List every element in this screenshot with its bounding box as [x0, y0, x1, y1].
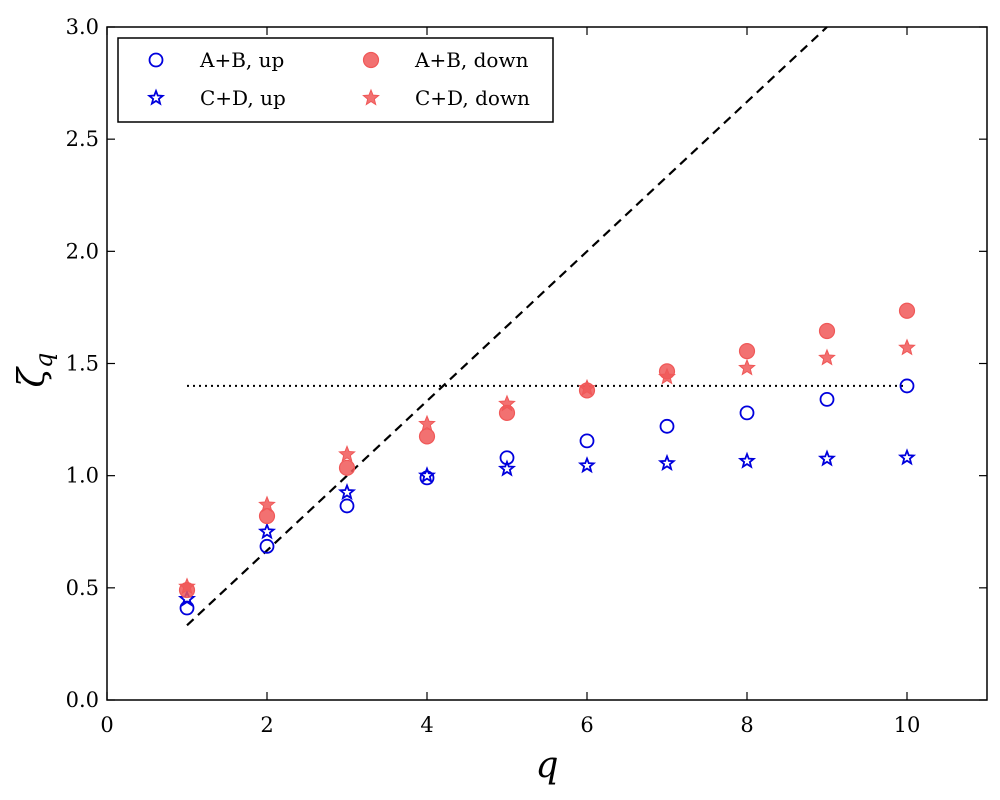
x-tick-label-0: 0 — [100, 713, 113, 737]
data-point-a-b-up-6 — [579, 433, 595, 449]
data-point-c-d-up-2 — [257, 522, 277, 540]
y-tick-label-3: 1.5 — [66, 352, 99, 376]
data-point-a-b-up-9 — [819, 391, 835, 407]
data-point-c-d-up-5 — [497, 459, 517, 477]
y-tick-label-2: 1.0 — [66, 464, 99, 488]
data-point-a-b-down-3 — [338, 459, 356, 476]
svg-text:ζq: ζq — [12, 353, 58, 388]
data-point-c-d-up-6 — [577, 456, 597, 474]
data-point-c-d-down-10 — [898, 338, 916, 356]
data-point-c-d-down-9 — [818, 348, 836, 366]
legend-label-c-d-up: C+D, up — [200, 86, 286, 110]
data-point-c-d-down-5 — [498, 394, 516, 412]
data-point-c-d-down-7 — [658, 367, 676, 385]
legend-label-a-b-up: A+B, up — [199, 48, 284, 72]
legend-label-c-d-down: C+D, down — [415, 86, 530, 110]
legend: A+B, up A+B, down C+D, up C+D, down — [117, 37, 554, 123]
y-tick-label-6: 3.0 — [66, 15, 99, 39]
y-tick-label-0: 0.0 — [66, 688, 99, 712]
y-axis-label-main: ζ — [12, 365, 53, 387]
legend-marker-c-d-down — [362, 88, 380, 106]
y-tick-label-4: 2.0 — [66, 239, 99, 263]
dashed-line — [186, 26, 828, 627]
legend-marker-a-b-down — [362, 51, 380, 69]
data-point-c-d-down-1 — [178, 577, 196, 595]
legend-marker-a-b-up — [148, 52, 164, 68]
y-tick-label-5: 2.5 — [66, 127, 99, 151]
legend-label-a-b-down: A+B, down — [414, 48, 529, 72]
data-point-a-b-up-2 — [259, 538, 275, 554]
y-axis-label: ζq — [12, 353, 58, 388]
data-point-c-d-up-7 — [657, 453, 677, 472]
x-axis-label: q — [535, 745, 558, 786]
x-tick-label-2: 2 — [260, 713, 273, 737]
data-point-a-b-down-9 — [818, 322, 836, 340]
data-point-a-b-down-10 — [898, 302, 916, 319]
data-point-c-d-up-10 — [897, 448, 917, 466]
data-point-c-d-down-2 — [258, 495, 276, 513]
data-point-a-b-down-8 — [738, 343, 756, 360]
data-point-c-d-up-8 — [737, 451, 757, 469]
y-axis-label-sub: q — [30, 353, 58, 368]
data-point-a-b-up-4 — [419, 470, 435, 486]
data-point-a-b-down-4 — [418, 428, 436, 445]
data-point-c-d-up-3 — [337, 482, 357, 501]
data-point-a-b-up-8 — [739, 405, 755, 421]
x-tick-label-6: 6 — [580, 713, 593, 737]
data-point-a-b-up-10 — [899, 378, 915, 394]
y-tick-label-1: 0.5 — [66, 576, 99, 600]
data-point-a-b-down-2 — [258, 507, 276, 525]
data-point-c-d-down-8 — [738, 358, 756, 376]
data-point-c-d-down-6 — [578, 378, 596, 396]
plot-area-frame — [106, 26, 988, 701]
data-point-c-d-down-3 — [338, 445, 356, 462]
data-point-c-d-up-9 — [817, 449, 837, 467]
legend-marker-c-d-up — [146, 88, 166, 106]
legend-box — [117, 37, 554, 123]
x-tick-label-10: 10 — [894, 713, 921, 737]
data-point-a-b-up-3 — [339, 498, 355, 514]
data-point-c-d-up-4 — [417, 466, 437, 484]
x-tick-label-8: 8 — [740, 713, 753, 737]
data-point-c-d-down-4 — [418, 414, 436, 432]
data-point-a-b-up-7 — [659, 418, 675, 434]
data-point-c-d-up-1 — [177, 589, 197, 607]
x-tick-label-4: 4 — [420, 713, 433, 737]
